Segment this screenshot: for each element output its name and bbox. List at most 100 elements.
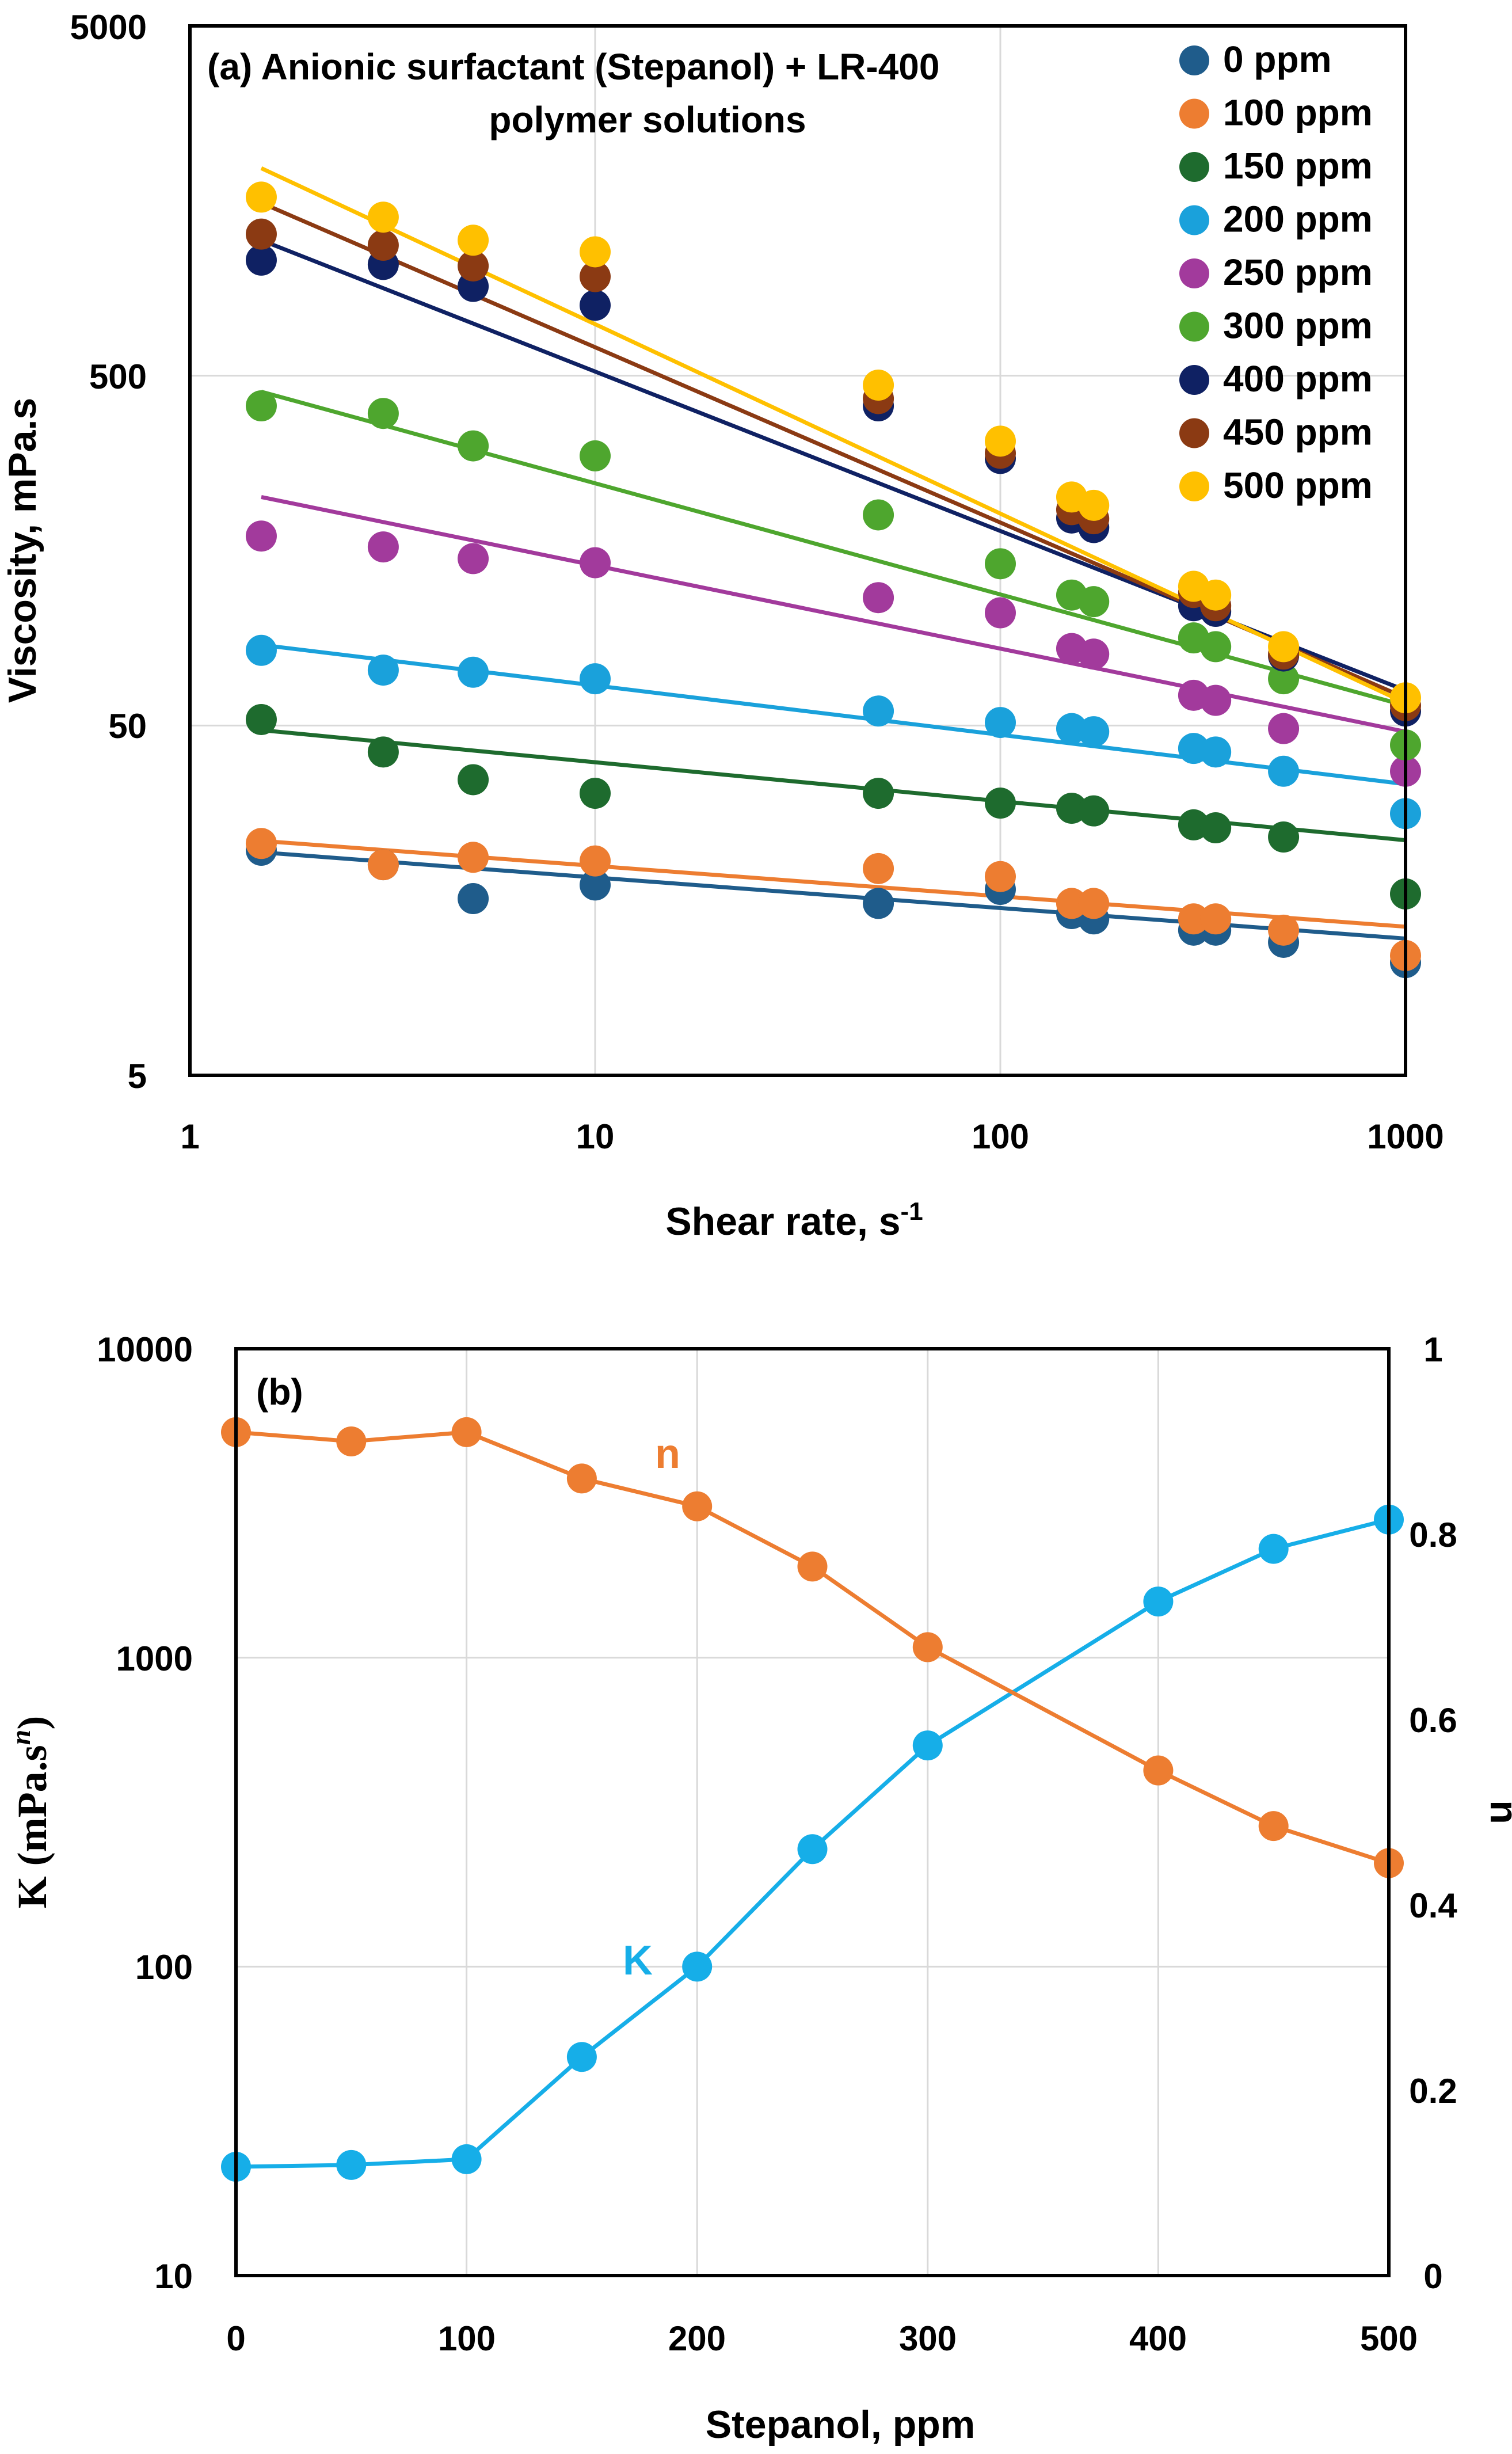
legend-marker xyxy=(1179,471,1209,501)
legend-item: 100 ppm xyxy=(1179,92,1373,134)
data-point-300-ppm xyxy=(1200,631,1232,663)
legend-marker xyxy=(1179,98,1209,129)
data-point-150-ppm xyxy=(1200,812,1232,844)
panel-a-plot-frame xyxy=(188,24,1407,1077)
panel-a-title-line2: polymer solutions xyxy=(489,99,806,140)
data-point-500-ppm xyxy=(367,201,399,233)
data-point-n xyxy=(451,1417,482,1447)
data-point-500-ppm xyxy=(245,181,277,213)
panel-b-x-tick: 400 xyxy=(1129,2319,1187,2358)
panel-b-title: (b) xyxy=(256,1371,303,1413)
data-point-200-ppm xyxy=(245,634,277,666)
legend-item: 150 ppm xyxy=(1179,145,1373,187)
legend-marker xyxy=(1179,365,1209,395)
data-point-500-ppm xyxy=(1200,579,1232,611)
data-point-200-ppm xyxy=(458,656,489,688)
legend-label: 0 ppm xyxy=(1223,39,1331,80)
data-point-100-ppm xyxy=(1268,914,1300,946)
panel-b-plot-frame xyxy=(234,1347,1391,2277)
data-point-450-ppm xyxy=(367,230,399,261)
panel-b-n-annotation: n xyxy=(655,1431,680,1477)
data-point-250-ppm xyxy=(580,547,611,579)
data-point-100-ppm xyxy=(1056,888,1087,919)
data-point-n xyxy=(566,1463,597,1494)
legend-label: 450 ppm xyxy=(1223,412,1373,453)
data-point-150-ppm xyxy=(245,703,277,735)
data-point-450-ppm xyxy=(458,250,489,281)
data-point-0-ppm xyxy=(458,883,489,915)
panel-b-right-y-axis-label: n xyxy=(1482,1800,1512,1824)
legend-item: 400 ppm xyxy=(1179,358,1373,400)
panel-a-x-tick: 10 xyxy=(576,1117,615,1156)
data-point-250-ppm xyxy=(367,531,399,563)
data-point-100-ppm xyxy=(1078,888,1110,919)
panel-b-k-n-chart: 0 100 200 300 400 500 10 100 1000 10000 … xyxy=(6,1330,1512,2447)
data-point-300-ppm xyxy=(245,390,277,422)
panel-b-right-y-tick: 0.4 xyxy=(1409,1886,1457,1925)
data-point-500-ppm xyxy=(458,225,489,256)
panel-b-left-y-axis-label: K (mPa.sn) xyxy=(6,1716,55,1909)
data-point-K xyxy=(451,2144,482,2174)
data-point-200-ppm xyxy=(1078,716,1110,748)
data-point-250-ppm xyxy=(1078,638,1110,670)
data-point-300-ppm xyxy=(985,548,1016,580)
series-n xyxy=(221,1417,1404,1878)
data-point-250-ppm xyxy=(458,543,489,574)
panel-b-x-tick: 300 xyxy=(899,2319,957,2358)
panel-b-x-tick: 100 xyxy=(438,2319,496,2358)
data-point-150-ppm xyxy=(458,764,489,796)
data-point-150-ppm xyxy=(1268,821,1300,853)
legend-marker xyxy=(1179,311,1209,342)
data-point-250-ppm xyxy=(245,520,277,552)
data-point-400-ppm xyxy=(245,244,277,276)
panel-b-right-y-tick: 1 xyxy=(1423,1330,1442,1369)
data-point-n xyxy=(797,1551,828,1582)
data-point-150-ppm xyxy=(580,778,611,809)
panel-b-right-y-tick: 0.8 xyxy=(1409,1516,1457,1554)
panel-b-x-tick: 500 xyxy=(1360,2319,1418,2358)
panel-b-left-y-tick: 10000 xyxy=(97,1330,193,1369)
data-point-K xyxy=(1143,1586,1174,1617)
panel-a-x-tick: 1 xyxy=(180,1117,199,1156)
panel-a-x-axis-label: Shear rate, s-1 xyxy=(665,1197,923,1243)
data-point-100-ppm xyxy=(458,842,489,873)
data-point-K xyxy=(682,1951,713,1982)
data-point-n xyxy=(912,1632,943,1662)
panel-a-x-tick-labels: 1 10 100 1000 xyxy=(180,1117,1444,1156)
fit-line-0-ppm xyxy=(261,850,1406,941)
panel-a-y-tick: 50 xyxy=(108,707,147,745)
fit-line-250-ppm xyxy=(261,494,1406,734)
panel-a-y-tick: 5000 xyxy=(70,8,147,47)
series-K xyxy=(221,1504,1404,2182)
fit-line-150-ppm xyxy=(261,728,1406,843)
data-point-300-ppm xyxy=(863,499,894,531)
panel-a-title: (a) Anionic surfactant (Stepanol) + LR-4… xyxy=(207,46,939,87)
legend-label: 100 ppm xyxy=(1223,92,1373,134)
legend-item: 200 ppm xyxy=(1179,199,1373,240)
panel-b-right-y-tick-labels: 0 0.2 0.4 0.6 0.8 1 xyxy=(1409,1330,1457,2296)
data-point-200-ppm xyxy=(985,707,1016,739)
panel-b-right-y-tick: 0 xyxy=(1423,2257,1442,2296)
series-line-K xyxy=(235,1517,1389,2169)
legend-item: 0 ppm xyxy=(1179,39,1331,80)
data-point-500-ppm xyxy=(1268,631,1300,663)
fit-line-100-ppm xyxy=(261,839,1406,929)
panel-b-left-y-tick: 100 xyxy=(135,1948,193,1987)
data-point-250-ppm xyxy=(985,597,1016,629)
data-point-K xyxy=(797,1834,828,1865)
data-point-100-ppm xyxy=(985,861,1016,892)
data-point-500-ppm xyxy=(985,425,1016,457)
data-point-100-ppm xyxy=(367,849,399,881)
legend-item: 300 ppm xyxy=(1179,305,1373,347)
panel-b-series xyxy=(221,1417,1404,2182)
data-point-450-ppm xyxy=(580,261,611,292)
panel-a-viscosity-chart: 1 10 100 1000 5 50 500 5000 Shear rate, … xyxy=(1,8,1444,1243)
panel-b-right-y-tick: 0.6 xyxy=(1409,1701,1457,1740)
series-line-n xyxy=(235,1430,1390,1865)
fit-line-200-ppm xyxy=(261,642,1406,786)
legend-item: 450 ppm xyxy=(1179,412,1373,453)
legend-marker xyxy=(1179,418,1209,448)
data-point-100-ppm xyxy=(863,853,894,884)
data-point-0-ppm xyxy=(580,869,611,901)
panel-b-x-tick-labels: 0 100 200 300 400 500 xyxy=(226,2319,1418,2358)
